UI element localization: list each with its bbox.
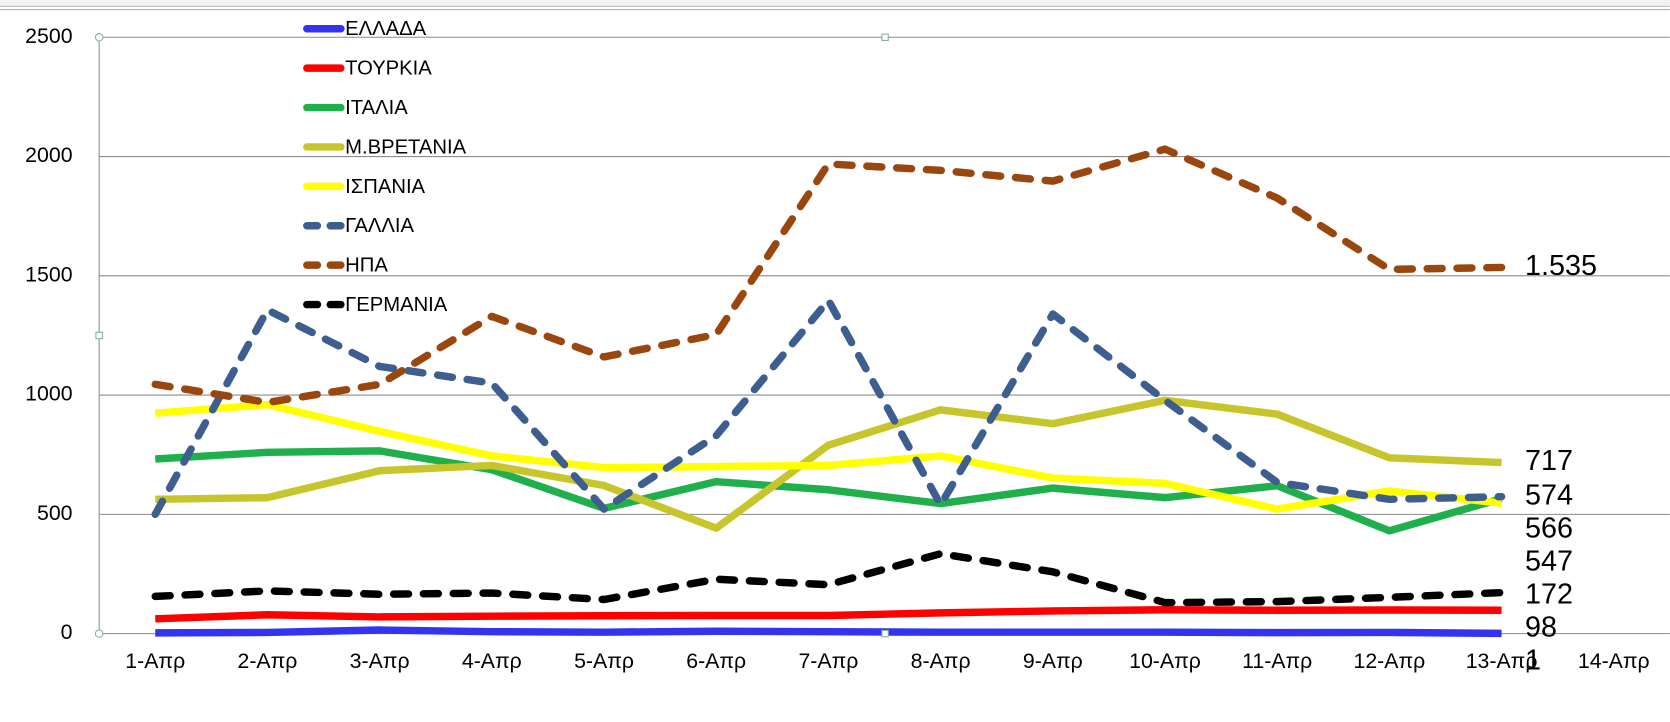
handle xyxy=(94,33,104,42)
legend-label: ΙΤΑΛΙΑ xyxy=(345,97,408,119)
value-label: 547 xyxy=(1525,545,1573,577)
handle xyxy=(881,629,889,638)
x-tick-label: 2-Απρ xyxy=(237,649,297,673)
value-label: 1.535 xyxy=(1525,250,1597,282)
value-label: 1 xyxy=(1525,644,1541,676)
x-tick-label: 13-Απρ xyxy=(1466,649,1538,673)
legend-label: Μ.ΒΡΕΤΑΝΙΑ xyxy=(345,136,466,158)
y-tick-label: 0 xyxy=(61,620,73,644)
x-tick-label: 8-Απρ xyxy=(911,649,971,673)
value-label: 172 xyxy=(1525,578,1573,610)
series-line xyxy=(155,396,1502,532)
legend-label: ΗΠΑ xyxy=(345,255,388,277)
x-tick-label: 5-Απρ xyxy=(574,649,634,673)
x-tick-label: 7-Απρ xyxy=(798,649,858,673)
value-label: 574 xyxy=(1525,479,1573,511)
y-tick-label: 2000 xyxy=(25,143,72,167)
x-tick-label: 1-Απρ xyxy=(125,649,185,673)
handle xyxy=(881,33,889,41)
value-label: 98 xyxy=(1525,611,1557,643)
series-line xyxy=(151,549,1506,607)
series-line xyxy=(151,145,1506,407)
x-tick-label: 10-Απρ xyxy=(1129,649,1201,673)
y-tick-label: 500 xyxy=(37,501,73,525)
value-label: 566 xyxy=(1525,512,1573,544)
x-tick-label: 3-Απρ xyxy=(350,649,410,673)
legend-label: ΤΟΥΡΚΙΑ xyxy=(345,58,432,80)
legend-label: ΕΛΛΑΔΑ xyxy=(345,18,426,40)
x-tick-label: 6-Απρ xyxy=(686,649,746,673)
legend-label: ΓΑΛΛΙΑ xyxy=(345,215,414,237)
y-tick-label: 2500 xyxy=(25,24,72,48)
x-tick-label: 4-Απρ xyxy=(462,649,522,673)
y-tick-label: 1500 xyxy=(25,262,72,286)
series-line xyxy=(154,400,1502,513)
value-label: 717 xyxy=(1525,445,1573,477)
series-line xyxy=(155,626,1502,638)
legend-label: ΓΕΡΜΑΝΙΑ xyxy=(345,294,448,316)
series-line xyxy=(151,296,1506,519)
plot xyxy=(151,145,1506,638)
y-tick-label: 1000 xyxy=(25,382,72,406)
legend-label: ΙΣΠΑΝΙΑ xyxy=(345,176,425,198)
x-tick-label: 12-Απρ xyxy=(1354,649,1426,673)
labels: ΕΛΛΑΔΑ ΤΟΥΡΚΙΑ ΙΤΑΛΙΑ Μ.ΒΡΕΤΑΝΙΑ ΙΣΠΑΝΙΑ ΓΑΛΛ… xyxy=(303,18,1597,676)
grid: 0 500 1000 1500 2000 2500 1-Απρ 2-Απρ 3-Απρ 4-Απρ… xyxy=(25,24,1670,673)
series-line xyxy=(155,447,1503,535)
sheet-strip xyxy=(0,0,1670,7)
x-tick-label: 11-Απρ xyxy=(1242,649,1312,673)
x-tick-label: 14-Απρ xyxy=(1578,649,1650,673)
handle xyxy=(95,331,103,340)
x-tick-label: 9-Απρ xyxy=(1023,649,1083,673)
handle xyxy=(94,629,104,638)
series-line xyxy=(155,606,1502,623)
